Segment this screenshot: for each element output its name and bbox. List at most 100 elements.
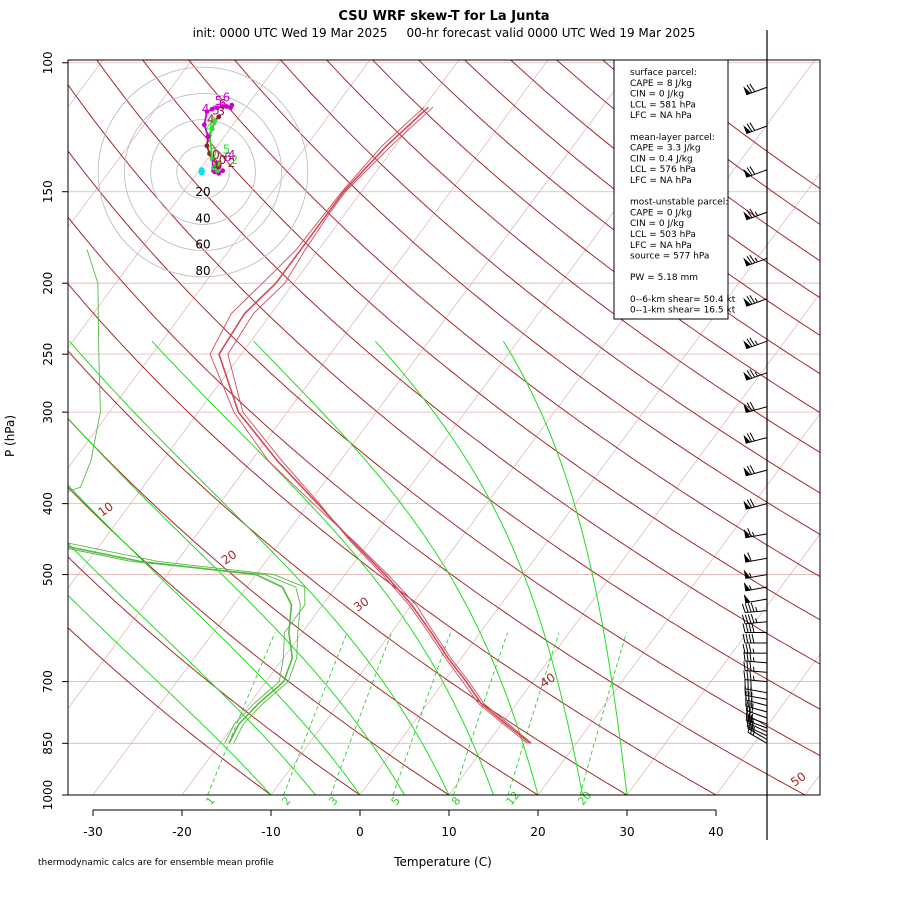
x-tick-label: 0 bbox=[356, 825, 364, 839]
temperature-line bbox=[209, 106, 532, 744]
wind-barb-feather bbox=[742, 623, 746, 633]
wind-barb-flag bbox=[743, 211, 751, 220]
mixing-ratio-label: 20 bbox=[575, 789, 594, 808]
wind-barb bbox=[741, 602, 768, 614]
hodograph-point bbox=[215, 168, 220, 174]
wind-barb-staff bbox=[745, 469, 768, 477]
wind-barb-half-feather bbox=[752, 675, 755, 681]
wind-barb-half-feather bbox=[752, 666, 755, 672]
wind-barb-staff bbox=[746, 257, 768, 267]
mixing-ratio-label: 12 bbox=[503, 789, 522, 808]
wind-barb-feather bbox=[746, 167, 753, 176]
mixing-ratio-label: 1 bbox=[203, 794, 217, 808]
wind-barb bbox=[743, 661, 768, 673]
wind-barb-flag bbox=[743, 528, 751, 538]
wind-barb-feather bbox=[749, 83, 756, 92]
mixing-ratio-line bbox=[392, 632, 452, 795]
wind-barb-staff bbox=[746, 716, 768, 725]
x-tick-label: 30 bbox=[619, 825, 634, 839]
wind-barb-feather bbox=[741, 614, 746, 624]
moist-adiabat bbox=[68, 417, 405, 795]
wind-barb bbox=[742, 623, 767, 634]
wind-barb-half-feather bbox=[752, 657, 755, 662]
wind-barb-feather bbox=[749, 337, 756, 346]
mixing-ratio-line bbox=[207, 632, 276, 795]
wind-barb bbox=[743, 337, 768, 350]
moist-adiabat bbox=[374, 340, 583, 795]
mixing-ratio-line bbox=[330, 632, 393, 795]
wind-barb-feather bbox=[749, 670, 752, 681]
wind-barb-feather bbox=[746, 123, 753, 132]
wind-barb bbox=[743, 401, 768, 413]
wind-barb-staff bbox=[745, 574, 768, 579]
wind-barb-feather bbox=[748, 643, 752, 654]
wind-barb-feather bbox=[746, 370, 753, 379]
wind-barb-flag bbox=[743, 594, 751, 603]
isotherm bbox=[270, 60, 816, 795]
hodograph-label: 0 bbox=[215, 158, 223, 172]
wind-barb-staff bbox=[745, 688, 768, 694]
plot-frame bbox=[67, 59, 821, 796]
hodograph-ring-label: 60 bbox=[195, 238, 210, 252]
isotherm bbox=[68, 60, 193, 228]
wind-barb-feather bbox=[744, 603, 749, 613]
wind-barb-feather bbox=[747, 614, 752, 624]
y-tick-label: 300 bbox=[41, 401, 55, 424]
x-tick-label: 20 bbox=[530, 825, 545, 839]
isotherm bbox=[626, 533, 820, 795]
hodograph-label: 6 bbox=[224, 151, 232, 165]
wind-barb-feather bbox=[748, 623, 752, 633]
info-box-line: 0--6-km shear= 50.4 kt bbox=[630, 295, 736, 305]
dry-adiabat bbox=[68, 417, 539, 795]
y-tick-label: 500 bbox=[41, 563, 55, 586]
dewpoint-line bbox=[68, 249, 306, 744]
info-box-line: LCL = 581 hPa bbox=[630, 100, 696, 110]
moist-adiabat bbox=[68, 542, 316, 795]
info-box-line: LCL = 503 hPa bbox=[630, 230, 696, 240]
x-axis: -30 -20 -10 0 10 20 30 40 bbox=[83, 809, 724, 839]
wind-barb bbox=[743, 254, 768, 267]
chart-subtitle: init: 0000 UTC Wed 19 Mar 2025 00-hr for… bbox=[193, 26, 696, 40]
wind-barb-half-feather bbox=[754, 297, 759, 303]
wind-barb-flag bbox=[743, 582, 751, 591]
hodograph-point bbox=[205, 134, 211, 140]
hodograph-ring bbox=[176, 145, 230, 199]
wind-barb-half-feather bbox=[751, 713, 754, 719]
wind-barb-flag bbox=[743, 467, 751, 476]
hodograph-label: 6 bbox=[219, 97, 227, 111]
temperature-line bbox=[218, 106, 531, 744]
hodograph-label: 5 bbox=[212, 103, 220, 117]
wind-barb-feather bbox=[746, 338, 753, 347]
dry-adiabat-label: 40 bbox=[537, 670, 558, 690]
dry-adiabat bbox=[96, 60, 820, 665]
wind-barb-feather bbox=[748, 712, 751, 722]
wind-barb-feather bbox=[746, 499, 752, 508]
info-box-line: LFC = NA hPa bbox=[630, 241, 692, 251]
dry-adiabat bbox=[142, 60, 820, 621]
info-box-line: most-unstable parcel: bbox=[630, 198, 728, 208]
wind-barb-staff bbox=[745, 669, 768, 673]
hodograph-label: 5 bbox=[215, 94, 223, 108]
wind-barb-feather bbox=[749, 369, 756, 378]
wind-barb-flag bbox=[743, 125, 751, 134]
wind-barb-feather bbox=[749, 295, 756, 304]
wind-barb-feather bbox=[749, 432, 755, 442]
wind-barb bbox=[743, 295, 768, 307]
hodograph-label: 2 bbox=[228, 156, 236, 170]
wind-barb-flag bbox=[743, 553, 751, 563]
x-tick-label: -10 bbox=[261, 825, 281, 839]
mixing-ratio-label: 2 bbox=[279, 794, 293, 808]
moist-adiabat bbox=[253, 340, 539, 795]
wind-barb-staff bbox=[746, 710, 768, 719]
wind-barb-feather bbox=[745, 711, 749, 721]
y-tick-label: 150 bbox=[41, 180, 55, 203]
isotherm bbox=[68, 60, 282, 349]
hodograph-point bbox=[209, 106, 215, 112]
dry-adiabat bbox=[68, 556, 361, 795]
hodograph-point bbox=[220, 104, 226, 109]
dry-adiabat bbox=[234, 60, 820, 535]
wind-barb-feather bbox=[747, 552, 752, 562]
y-tick-label: 200 bbox=[41, 272, 55, 295]
wind-barb-feather bbox=[749, 652, 752, 662]
wind-barb-feather bbox=[750, 613, 755, 624]
